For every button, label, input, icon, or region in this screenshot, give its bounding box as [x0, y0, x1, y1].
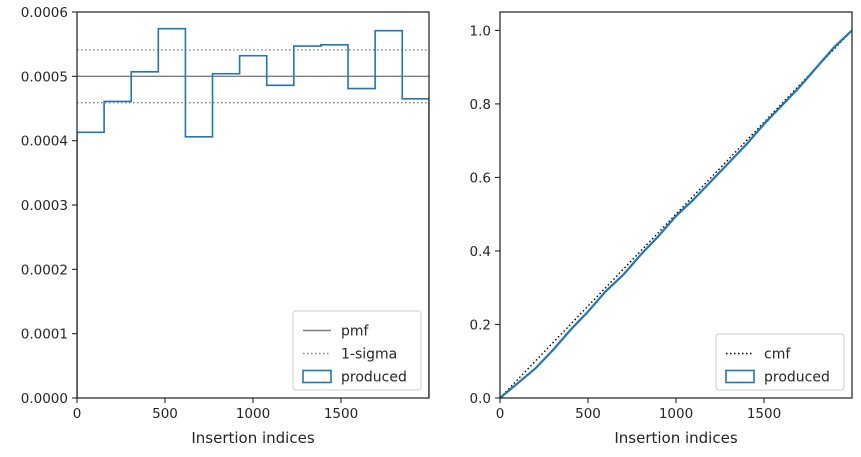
right-chart-data [500, 29, 852, 398]
right-chart-y-tick-label: 0.6 [470, 170, 491, 186]
left-chart-data [77, 27, 429, 398]
left-chart-y-tick-label: 0.0000 [21, 391, 68, 407]
right-chart-y-tick-label: 0.4 [470, 244, 491, 260]
left-chart-y-axis: 0.0000 0.0001 0.0002 0.0003 0.0004 0.0005 0.00… [21, 5, 77, 407]
right-chart-y-tick-label: 0.8 [470, 97, 491, 113]
right-chart-x-axis-label: Insertion indices [614, 429, 737, 447]
right-chart-x-tick-label: 0 [496, 406, 505, 422]
left-chart-x-axis-label: Insertion indices [191, 429, 314, 447]
right-chart-y-tick-label: 0.0 [470, 391, 491, 407]
left-chart-y-tick-label: 0.0004 [21, 134, 68, 150]
right-chart-legend-label: cmf [764, 347, 791, 363]
left-chart-legend-label: pmf [341, 324, 370, 340]
left-chart-legend: pmf 1-sigma produced [292, 310, 422, 391]
left-chart-x-tick-label: 0 [73, 406, 82, 422]
right-chart-cmf-line [500, 29, 852, 398]
right-chart-y-axis: 0.0 0.2 0.4 0.6 0.8 1.0 [470, 23, 500, 407]
left-chart-y-tick-label: 0.0006 [21, 5, 68, 21]
right-chart-produced-line [500, 29, 852, 398]
left-chart-legend-handle [302, 369, 332, 384]
left-chart-y-tick-label: 0.0003 [21, 198, 68, 214]
right-chart-legend: cmf produced [715, 333, 845, 391]
left-chart-y-tick-label: 0.0005 [21, 69, 68, 85]
right-chart-legend-box [715, 333, 845, 391]
left-chart-x-tick-label: 500 [152, 406, 178, 422]
right-chart-x-tick-label: 1500 [747, 406, 781, 422]
left-chart-x-tick-label: 1000 [236, 406, 270, 422]
right-chart-legend-handle [725, 369, 755, 384]
left-chart-legend-label: produced [341, 370, 407, 386]
left-chart-legend-label: 1-sigma [341, 347, 397, 363]
right-chart-x-tick-label: 1000 [659, 406, 693, 422]
left-chart-x-axis: 0 500 1000 1500 [73, 398, 358, 422]
left-chart-y-tick-label: 0.0002 [21, 262, 68, 278]
left-chart-panel: 0 500 1000 1500 0.00000.00010.00020.00030.0… [21, 5, 430, 447]
right-chart-y-tick-label: 1.0 [470, 23, 491, 39]
right-chart-legend-label: produced [764, 370, 830, 386]
right-chart-y-tick-label: 0.2 [470, 317, 491, 333]
left-chart-y-tick-label: 0.0001 [21, 327, 68, 343]
right-chart-panel: 0 500 1000 1500 0.0 0.2 0.4 0.6 0.8 1.0 Insertio… [470, 11, 853, 447]
right-chart-x-tick-label: 500 [575, 406, 601, 422]
left-chart-x-tick-label: 1500 [324, 406, 358, 422]
right-chart-x-axis: 0 500 1000 1500 [496, 398, 781, 422]
left-chart-histogram-step [77, 27, 429, 398]
